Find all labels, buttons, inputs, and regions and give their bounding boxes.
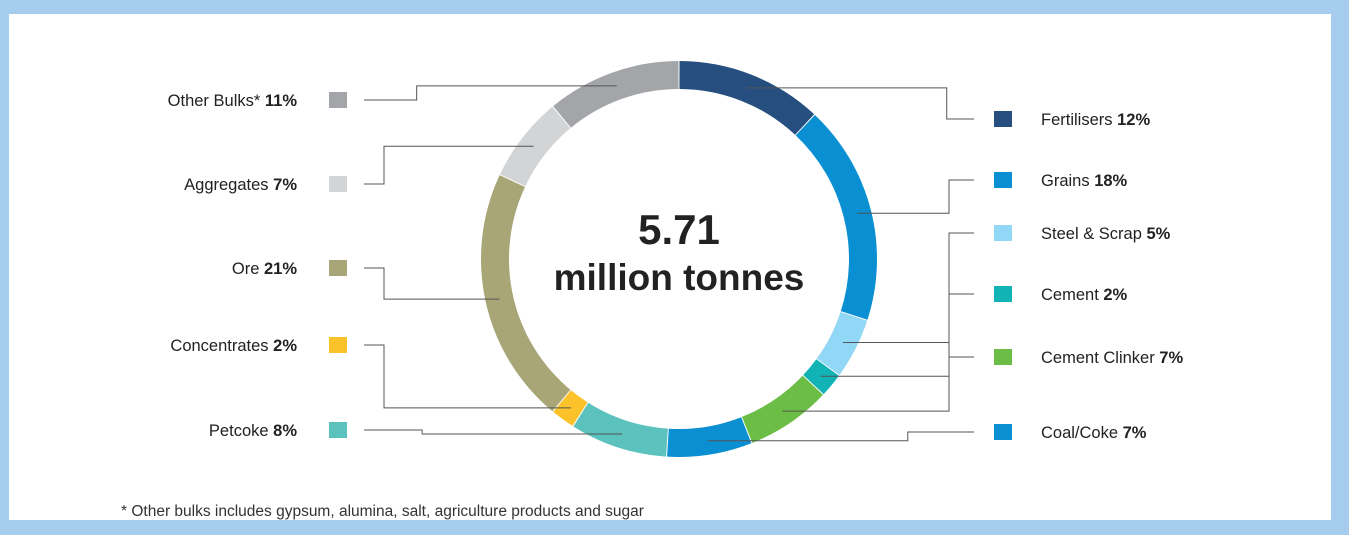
legend-value-ore: 21% xyxy=(264,260,297,278)
leader-line-coal-coke xyxy=(707,431,974,442)
legend-label-petcoke: Petcoke 8% xyxy=(209,422,297,440)
legend: Fertilisers 12% Grains 18% Steel & Scrap 5… xyxy=(168,92,1183,442)
leader-line-cement xyxy=(820,293,974,377)
leader-line-steel-scrap xyxy=(842,232,974,344)
leader-line-cement-clinker xyxy=(782,356,974,412)
legend-value-grains: 18% xyxy=(1094,172,1127,190)
segment-ore xyxy=(480,175,571,412)
legend-value-coal-coke: 7% xyxy=(1123,424,1147,442)
leader-line-aggregates xyxy=(364,145,534,185)
legend-label-steel-scrap: Steel & Scrap 5% xyxy=(1041,225,1171,243)
legend-name-grains: Grains xyxy=(1041,172,1094,190)
donut-chart: Fertilisers 12% Grains 18% Steel & Scrap 5… xyxy=(168,61,1183,458)
legend-name-steel-scrap: Steel & Scrap xyxy=(1041,225,1146,243)
legend-label-grains: Grains 18% xyxy=(1041,172,1128,190)
leader-line-petcoke xyxy=(364,429,623,435)
leader-line-concentrates xyxy=(364,344,571,409)
segment-cement-clinker xyxy=(741,375,823,443)
legend-name-cement: Cement xyxy=(1041,286,1103,304)
legend-value-petcoke: 8% xyxy=(273,422,297,440)
legend-swatch-grains xyxy=(994,172,1012,188)
segment-other-bulks xyxy=(553,61,679,128)
legend-swatch-petcoke xyxy=(329,422,347,438)
legend-label-ore: Ore 21% xyxy=(232,260,297,278)
leader-lines xyxy=(364,85,974,442)
segment-coal-coke xyxy=(667,417,752,458)
segment-petcoke xyxy=(573,402,668,457)
legend-name-petcoke: Petcoke xyxy=(209,422,273,440)
chart-panel: Fertilisers 12% Grains 18% Steel & Scrap 5… xyxy=(9,14,1331,520)
legend-name-concentrates: Concentrates xyxy=(170,337,273,355)
legend-label-cement: Cement 2% xyxy=(1041,286,1128,304)
donut-segments xyxy=(480,61,877,458)
segment-grains xyxy=(795,115,877,320)
legend-name-cement-clinker: Cement Clinker xyxy=(1041,349,1159,367)
segment-steel-scrap xyxy=(816,311,868,375)
legend-swatch-cement xyxy=(994,286,1012,302)
leader-line-fertilisers xyxy=(746,87,974,120)
legend-name-aggregates: Aggregates xyxy=(184,176,273,194)
legend-label-fertilisers: Fertilisers 12% xyxy=(1041,111,1150,129)
legend-value-cement-clinker: 7% xyxy=(1159,349,1183,367)
segment-aggregates xyxy=(500,106,571,187)
legend-swatch-cement-clinker xyxy=(994,349,1012,365)
legend-name-fertilisers: Fertilisers xyxy=(1041,111,1117,129)
legend-value-fertilisers: 12% xyxy=(1117,111,1150,129)
legend-swatch-steel-scrap xyxy=(994,225,1012,241)
legend-label-concentrates: Concentrates 2% xyxy=(170,337,297,355)
legend-label-other-bulks: Other Bulks* 11% xyxy=(168,92,298,110)
center-value: 5.71 xyxy=(638,206,720,253)
legend-label-cement-clinker: Cement Clinker 7% xyxy=(1041,349,1183,367)
segment-fertilisers xyxy=(679,61,815,135)
legend-swatch-aggregates xyxy=(329,176,347,192)
legend-swatch-fertilisers xyxy=(994,111,1012,127)
legend-swatch-other-bulks xyxy=(329,92,347,108)
legend-name-coal-coke: Coal/Coke xyxy=(1041,424,1123,442)
legend-label-aggregates: Aggregates 7% xyxy=(184,176,297,194)
legend-swatch-ore xyxy=(329,260,347,276)
legend-value-cement: 2% xyxy=(1103,286,1127,304)
footnote: * Other bulks includes gypsum, alumina, … xyxy=(121,503,644,520)
legend-value-concentrates: 2% xyxy=(273,337,297,355)
legend-swatch-coal-coke xyxy=(994,424,1012,440)
center-unit: million tonnes xyxy=(554,257,805,298)
legend-value-steel-scrap: 5% xyxy=(1146,225,1170,243)
leader-line-grains xyxy=(857,179,974,214)
legend-name-other-bulks: Other Bulks* xyxy=(168,92,265,110)
leader-line-ore xyxy=(364,267,500,300)
legend-label-coal-coke: Coal/Coke 7% xyxy=(1041,424,1147,442)
legend-name-ore: Ore xyxy=(232,260,264,278)
leader-line-other-bulks xyxy=(364,85,617,101)
legend-value-aggregates: 7% xyxy=(273,176,297,194)
legend-value-other-bulks: 11% xyxy=(265,92,297,110)
legend-swatch-concentrates xyxy=(329,337,347,353)
